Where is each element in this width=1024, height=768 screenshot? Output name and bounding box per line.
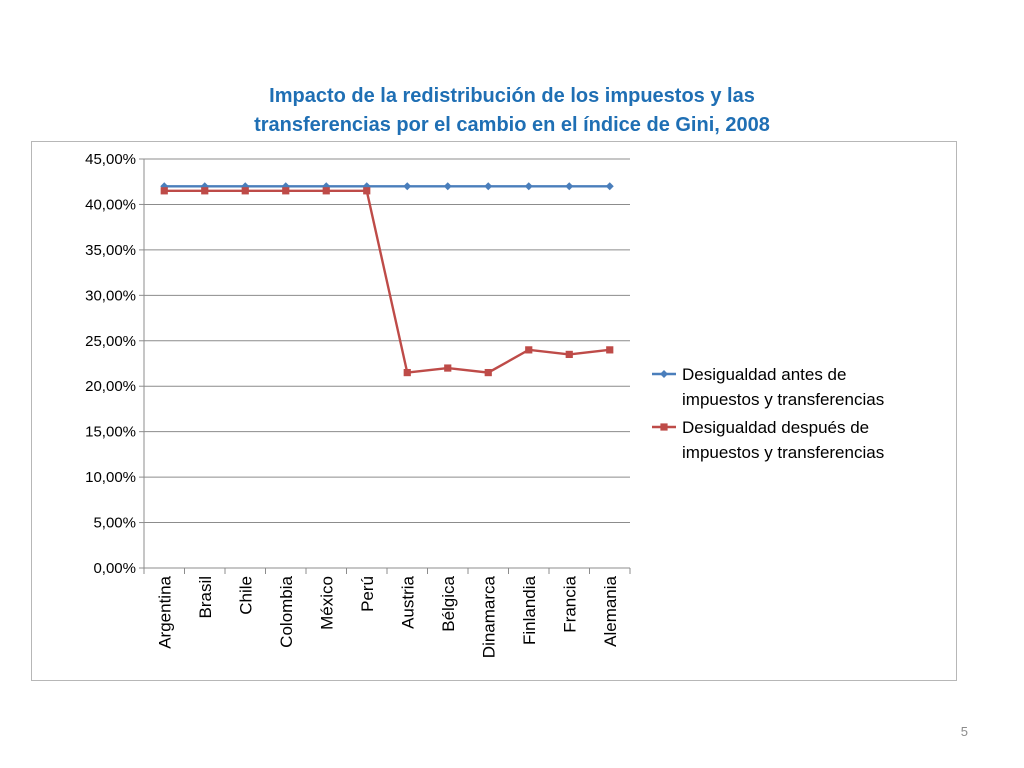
x-tick-label: Brasil (196, 576, 215, 619)
x-tick-label: Francia (560, 575, 579, 632)
chart-title-line-2: transferencias por el cambio en el índic… (254, 114, 770, 136)
data-point-square (160, 187, 168, 195)
data-point-square (282, 187, 290, 195)
series-line (164, 189, 610, 374)
y-tick-label: 10,00% (85, 469, 136, 486)
data-point-diamond (565, 182, 574, 191)
x-tick-label: Dinamarca (479, 575, 498, 658)
data-point-square (525, 346, 533, 354)
y-tick-label: 5,00% (93, 515, 136, 532)
data-point-square (484, 368, 492, 377)
legend-label-line-1: Desigualdad después de (682, 418, 869, 437)
chart-title: Impacto de la redistribución de los impu… (0, 82, 1024, 140)
x-tick-label: Argentina (155, 575, 174, 648)
y-tick-label: 40,00% (85, 196, 136, 213)
x-tick-label: Perú (358, 576, 377, 612)
legend-marker-square (660, 423, 668, 431)
data-point-square (322, 187, 330, 195)
slide-page-number: 5 (960, 724, 968, 739)
y-tick-label: 35,00% (85, 242, 136, 259)
legend-label-line-2: impuestos y transferencias (682, 443, 884, 462)
y-tick-label: 15,00% (85, 424, 136, 441)
data-point-diamond (403, 182, 412, 191)
x-tick-label: Chile (236, 576, 255, 615)
legend-marker-diamond (660, 370, 668, 378)
line-chart: 0,00% 5,00% 10,00% 15,00% 20,00% 25,00% 30,00%… (85, 151, 884, 658)
data-point-diamond (443, 182, 452, 191)
x-tick-label: Colombia (277, 575, 296, 647)
x-tick-label: Bélgica (439, 575, 458, 631)
y-tick-label: 0,00% (93, 560, 136, 577)
x-tick-label: México (317, 576, 336, 630)
legend-label-line-1: Desigualdad antes de (682, 365, 846, 384)
chart-title-line-1: Impacto de la redistribución de los impu… (269, 85, 755, 107)
data-point-square (201, 187, 209, 195)
data-point-square (403, 368, 411, 377)
data-point-diamond (524, 182, 533, 191)
data-point-diamond (605, 182, 614, 191)
data-point-square (606, 346, 614, 354)
data-point-diamond (484, 182, 493, 191)
data-point-square (444, 364, 452, 372)
x-tick-label: Austria (398, 575, 417, 628)
y-tick-label: 20,00% (85, 378, 136, 395)
legend-label-line-2: impuestos y transferencias (682, 390, 884, 409)
data-point-square (565, 350, 573, 359)
chart-area: 0,00% 5,00% 10,00% 15,00% 20,00% 25,00% 30,00%… (31, 141, 957, 681)
y-tick-label: 30,00% (85, 287, 136, 304)
y-tick-label: 45,00% (85, 151, 136, 168)
data-point-square (241, 187, 249, 195)
data-point-square (363, 187, 371, 195)
x-tick-label: Finlandia (520, 575, 539, 645)
y-tick-label: 25,00% (85, 333, 136, 350)
x-tick-label: Alemania (601, 575, 620, 646)
